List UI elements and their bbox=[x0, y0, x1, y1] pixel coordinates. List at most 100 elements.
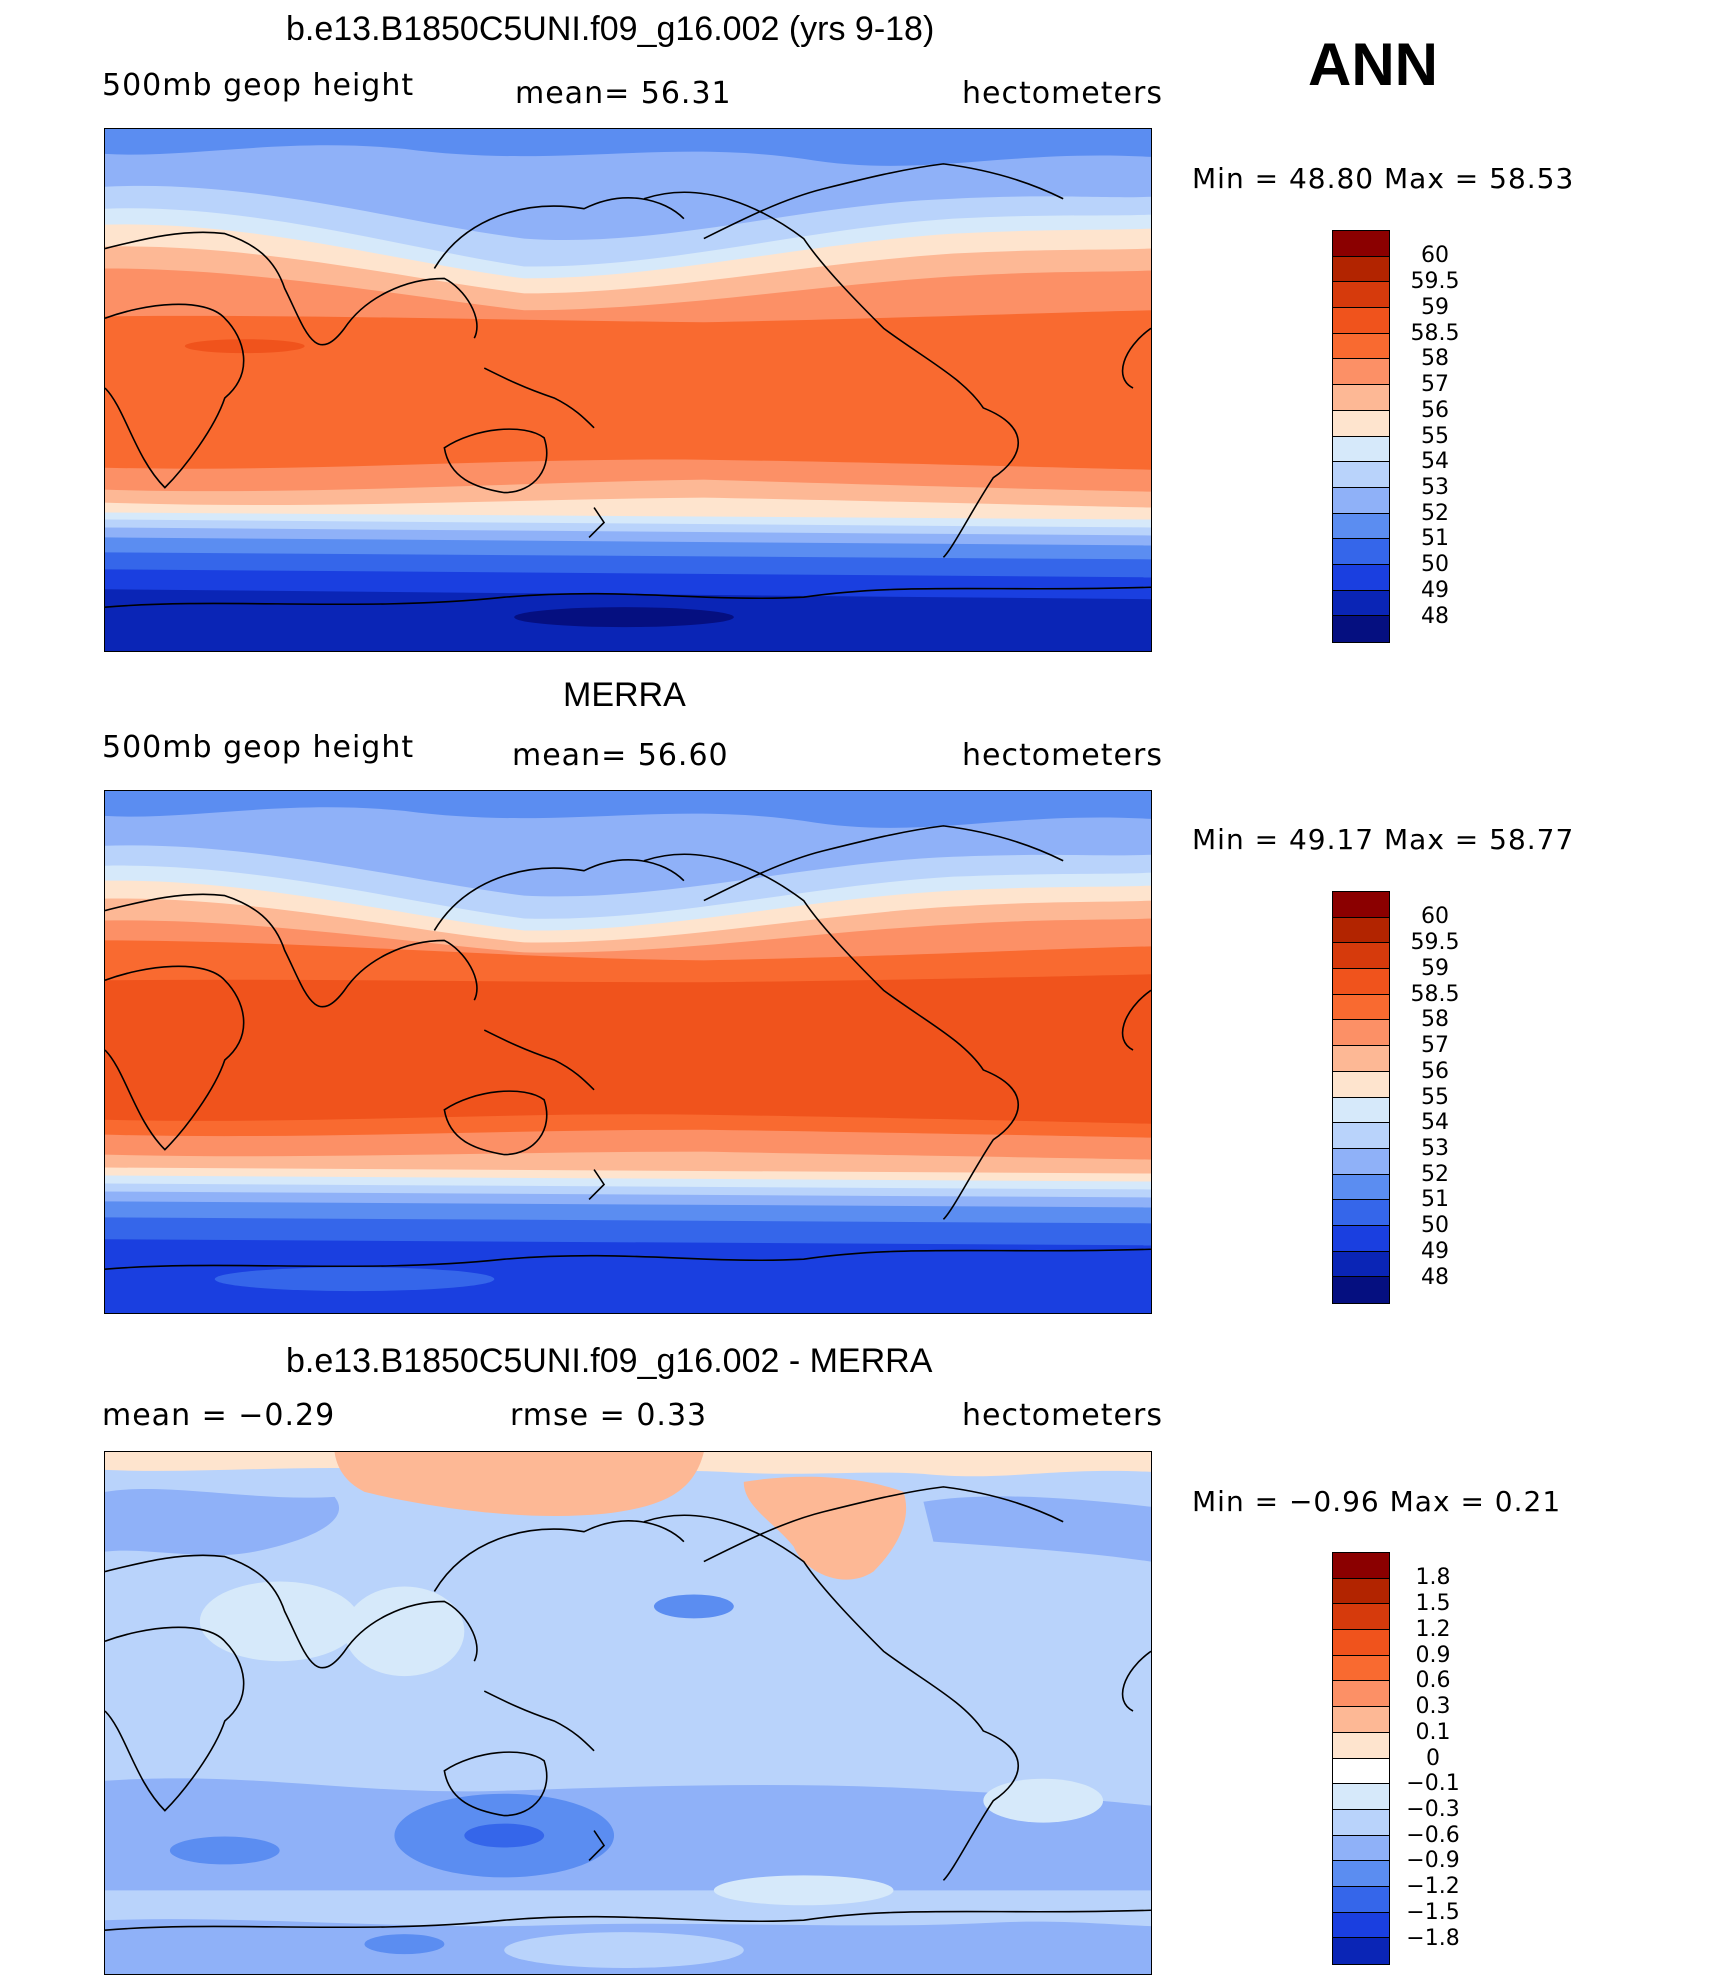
colorbar-swatch bbox=[1333, 1604, 1389, 1631]
colorbar-tick-label: 59 bbox=[1421, 295, 1449, 320]
colorbar-tick-label: 0.1 bbox=[1415, 1720, 1451, 1745]
colorbar-swatch bbox=[1333, 1148, 1389, 1175]
colorbar-tick-label: −1.2 bbox=[1406, 1874, 1460, 1899]
colorbar-obs bbox=[1332, 891, 1390, 1304]
colorbar-swatch bbox=[1333, 1630, 1389, 1656]
colorbar-swatch bbox=[1333, 1174, 1389, 1201]
colorbar-diff bbox=[1332, 1552, 1390, 1965]
colorbar-swatch bbox=[1333, 385, 1389, 411]
colorbar-tick-label: 0.9 bbox=[1415, 1643, 1451, 1668]
colorbar-swatch bbox=[1333, 1097, 1389, 1124]
colorbar-tick-label: 50 bbox=[1421, 552, 1449, 577]
colorbar-swatch bbox=[1333, 256, 1389, 283]
map-model bbox=[104, 128, 1152, 652]
colorbar-tick-label: 53 bbox=[1421, 1136, 1449, 1161]
colorbar-tick-label: 48 bbox=[1421, 1265, 1449, 1290]
colorbar-tick-label: 0 bbox=[1426, 1746, 1440, 1771]
colorbar-swatch bbox=[1333, 1200, 1389, 1226]
colorbar-tick-label: 59.5 bbox=[1410, 930, 1460, 955]
colorbar-tick-label: 56 bbox=[1421, 398, 1449, 423]
mean-label-diff: mean = −0.29 bbox=[102, 1398, 336, 1433]
colorbar-tick-label: −0.3 bbox=[1406, 1797, 1460, 1822]
colorbar-tick-label: 55 bbox=[1421, 1085, 1449, 1110]
minmax-label-model: Min = 48.80 Max = 58.53 bbox=[1192, 162, 1575, 195]
colorbar-tick-label: 52 bbox=[1421, 1162, 1449, 1187]
colorbar-swatch bbox=[1333, 282, 1389, 309]
panel-title-diff: b.e13.B1850C5UNI.f09_g16.002 - MERRA bbox=[286, 1342, 933, 1380]
panel-title-obs: MERRA bbox=[563, 676, 686, 714]
colorbar-tick-label: 52 bbox=[1421, 501, 1449, 526]
colorbar-swatch bbox=[1333, 333, 1389, 360]
colorbar-swatch bbox=[1333, 616, 1389, 642]
colorbar-swatch bbox=[1333, 1732, 1389, 1759]
colorbar-tick-label: 60 bbox=[1421, 243, 1449, 268]
units-label-obs: hectometers bbox=[962, 738, 1163, 773]
colorbar-swatch bbox=[1333, 1251, 1389, 1278]
colorbar-swatch bbox=[1333, 1046, 1389, 1072]
colorbar-swatch bbox=[1333, 487, 1389, 514]
colorbar-swatch bbox=[1333, 1758, 1389, 1785]
colorbar-tick-label: 49 bbox=[1421, 1239, 1449, 1264]
colorbar-tick-label: 1.8 bbox=[1415, 1565, 1451, 1590]
colorbar-swatch bbox=[1333, 969, 1389, 995]
season-label: ANN bbox=[1308, 31, 1438, 98]
colorbar-swatch bbox=[1333, 1835, 1389, 1862]
colorbar-tick-label: 51 bbox=[1421, 1187, 1449, 1212]
colorbar-tick-label: 0.3 bbox=[1415, 1694, 1451, 1719]
colorbar-tick-label: −0.9 bbox=[1406, 1848, 1460, 1873]
colorbar-tick-label: 53 bbox=[1421, 475, 1449, 500]
panel-title-model: b.e13.B1850C5UNI.f09_g16.002 (yrs 9-18) bbox=[286, 10, 935, 48]
colorbar-swatch bbox=[1333, 892, 1389, 918]
colorbar-tick-label: 60 bbox=[1421, 904, 1449, 929]
colorbar-tick-label: 54 bbox=[1421, 449, 1449, 474]
colorbar-tick-label: 0.6 bbox=[1415, 1668, 1451, 1693]
colorbar-tick-label: −1.8 bbox=[1406, 1926, 1460, 1951]
colorbar-tick-label: 48 bbox=[1421, 604, 1449, 629]
colorbar-swatch bbox=[1333, 1071, 1389, 1098]
colorbar-swatch bbox=[1333, 1020, 1389, 1047]
colorbar-swatch bbox=[1333, 917, 1389, 944]
colorbar-model bbox=[1332, 230, 1390, 643]
colorbar-swatch bbox=[1333, 231, 1389, 257]
colorbar-swatch bbox=[1333, 1578, 1389, 1605]
units-label-diff: hectometers bbox=[962, 1398, 1163, 1433]
colorbar-swatch bbox=[1333, 943, 1389, 970]
colorbar-tick-label: −1.5 bbox=[1406, 1900, 1460, 1925]
colorbar-swatch bbox=[1333, 1225, 1389, 1252]
colorbar-tick-label: 54 bbox=[1421, 1110, 1449, 1135]
colorbar-swatch bbox=[1333, 462, 1389, 488]
colorbar-swatch bbox=[1333, 1123, 1389, 1149]
colorbar-swatch bbox=[1333, 1277, 1389, 1303]
colorbar-tick-label: 50 bbox=[1421, 1213, 1449, 1238]
colorbar-swatch bbox=[1333, 564, 1389, 591]
colorbar-tick-label: 59 bbox=[1421, 956, 1449, 981]
colorbar-tick-label: 57 bbox=[1421, 1033, 1449, 1058]
minmax-label-obs: Min = 49.17 Max = 58.77 bbox=[1192, 823, 1575, 856]
colorbar-tick-label: 51 bbox=[1421, 526, 1449, 551]
units-label-model: hectometers bbox=[962, 76, 1163, 111]
colorbar-swatch bbox=[1333, 1938, 1389, 1964]
colorbar-tick-label: 56 bbox=[1421, 1059, 1449, 1084]
colorbar-tick-label: 58.5 bbox=[1410, 321, 1460, 346]
colorbar-swatch bbox=[1333, 1886, 1389, 1913]
colorbar-tick-label: 1.5 bbox=[1415, 1591, 1451, 1616]
colorbar-swatch bbox=[1333, 359, 1389, 386]
variable-label-model: 500mb geop height bbox=[102, 68, 415, 103]
mean-label-obs: mean= 56.60 bbox=[512, 738, 729, 773]
colorbar-swatch bbox=[1333, 1809, 1389, 1836]
colorbar-tick-label: −0.1 bbox=[1406, 1771, 1460, 1796]
colorbar-swatch bbox=[1333, 994, 1389, 1021]
colorbar-swatch bbox=[1333, 539, 1389, 565]
map-model-field bbox=[105, 129, 1151, 651]
colorbar-tick-label: 49 bbox=[1421, 578, 1449, 603]
colorbar-swatch bbox=[1333, 436, 1389, 463]
colorbar-tick-label: 57 bbox=[1421, 372, 1449, 397]
map-diff-field bbox=[105, 1452, 1151, 1974]
colorbar-swatch bbox=[1333, 1912, 1389, 1939]
colorbar-tick-label: −0.6 bbox=[1406, 1823, 1460, 1848]
colorbar-tick-label: 59.5 bbox=[1410, 269, 1460, 294]
colorbar-swatch bbox=[1333, 513, 1389, 540]
colorbar-swatch bbox=[1333, 590, 1389, 617]
minmax-label-diff: Min = −0.96 Max = 0.21 bbox=[1192, 1485, 1562, 1518]
map-obs-field bbox=[105, 791, 1151, 1313]
